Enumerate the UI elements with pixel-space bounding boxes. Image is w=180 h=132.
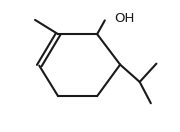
Text: OH: OH (115, 12, 135, 25)
